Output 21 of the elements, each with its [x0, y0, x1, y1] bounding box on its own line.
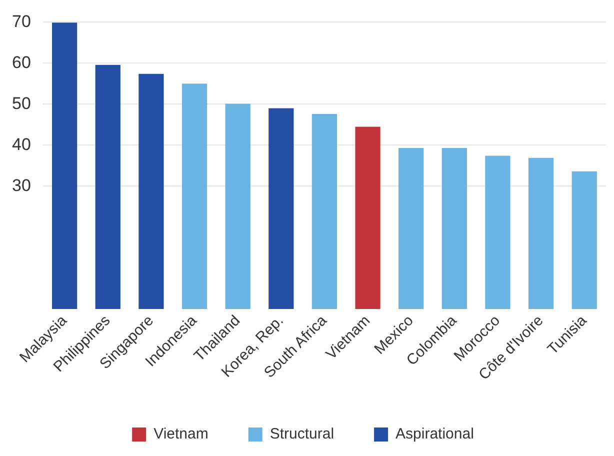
bar — [442, 148, 467, 310]
bar — [95, 64, 120, 310]
legend-label: Vietnam — [154, 426, 208, 443]
y-tick-label: 70 — [12, 12, 31, 31]
bar — [182, 84, 208, 310]
y-tick-label: 60 — [12, 52, 31, 72]
y-tick-label: 40 — [12, 134, 31, 154]
bar — [528, 158, 554, 310]
legend-label: Structural — [270, 426, 334, 443]
bar — [52, 22, 78, 310]
bar — [572, 171, 597, 310]
bar — [312, 114, 338, 310]
bar — [485, 156, 510, 310]
bar — [268, 108, 294, 310]
bar — [398, 148, 424, 310]
y-tick-label: 50 — [12, 94, 31, 113]
bar — [138, 74, 164, 310]
bar — [225, 104, 250, 310]
y-tick-label: 30 — [12, 176, 31, 195]
bar — [355, 126, 380, 310]
legend-label: Aspirational — [396, 426, 474, 443]
